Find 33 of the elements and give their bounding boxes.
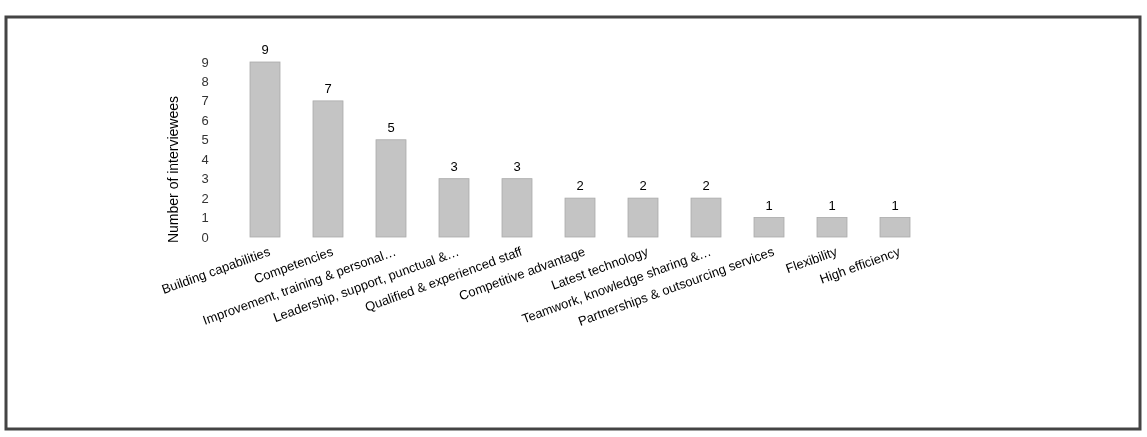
y-tick-label: 3 (201, 171, 209, 187)
y-tick-label: 9 (201, 54, 209, 70)
data-label: 3 (450, 158, 458, 174)
bar (879, 217, 911, 238)
data-label: 1 (891, 197, 899, 213)
bar (249, 61, 281, 238)
data-label: 5 (387, 119, 395, 135)
bar (375, 139, 407, 238)
y-tick-label: 6 (201, 112, 209, 128)
bar (690, 197, 722, 238)
bar (564, 197, 596, 238)
y-tick-label: 7 (201, 93, 209, 109)
y-tick-label: 2 (201, 190, 209, 206)
y-tick-label: 0 (201, 229, 209, 245)
y-tick-label: 1 (201, 210, 209, 226)
data-label: 7 (324, 80, 332, 96)
data-label: 1 (765, 197, 773, 213)
bar (312, 100, 344, 238)
data-label: 2 (576, 178, 584, 194)
y-axis-title: Number of interviewees (165, 95, 181, 244)
data-label: 1 (828, 197, 836, 213)
data-label: 9 (261, 42, 269, 57)
data-label: 2 (702, 178, 710, 194)
data-label: 2 (639, 178, 647, 194)
bar (816, 217, 848, 238)
y-tick-label: 8 (201, 73, 209, 89)
bar (438, 178, 470, 238)
data-label: 3 (513, 158, 521, 174)
bar (627, 197, 659, 238)
bar (501, 178, 533, 238)
bar (753, 217, 785, 238)
y-tick-label: 5 (201, 132, 209, 148)
y-tick-label: 4 (201, 151, 209, 167)
